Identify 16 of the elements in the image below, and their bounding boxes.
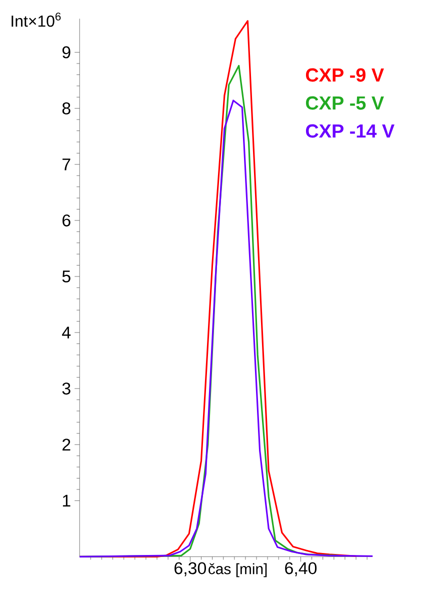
y-tick-label: 5 xyxy=(62,270,70,282)
y-axis-title: Int×10$^{6}$ xyxy=(12,12,61,27)
y-tick-label: 1 xyxy=(62,494,70,506)
text: CXP -9 V xyxy=(306,68,384,82)
text: CXP -5 V xyxy=(306,96,384,110)
y-tick-label: 9 xyxy=(62,46,70,58)
y-tick-label: 3 xyxy=(62,382,70,395)
y-tick-label: 8 xyxy=(62,102,70,114)
y-tick-label: 7 xyxy=(62,158,70,170)
y-tick-label: 4 xyxy=(62,326,71,338)
x-tick-label: 6,30 xyxy=(174,562,206,576)
y-tick-label: 2 xyxy=(62,438,70,451)
x-axis-title: čas [min] xyxy=(208,563,267,578)
y-tick-label: 6 xyxy=(62,214,70,226)
text: CXP -14 V xyxy=(306,124,394,138)
x-tick-label: 6,40 xyxy=(285,562,317,576)
